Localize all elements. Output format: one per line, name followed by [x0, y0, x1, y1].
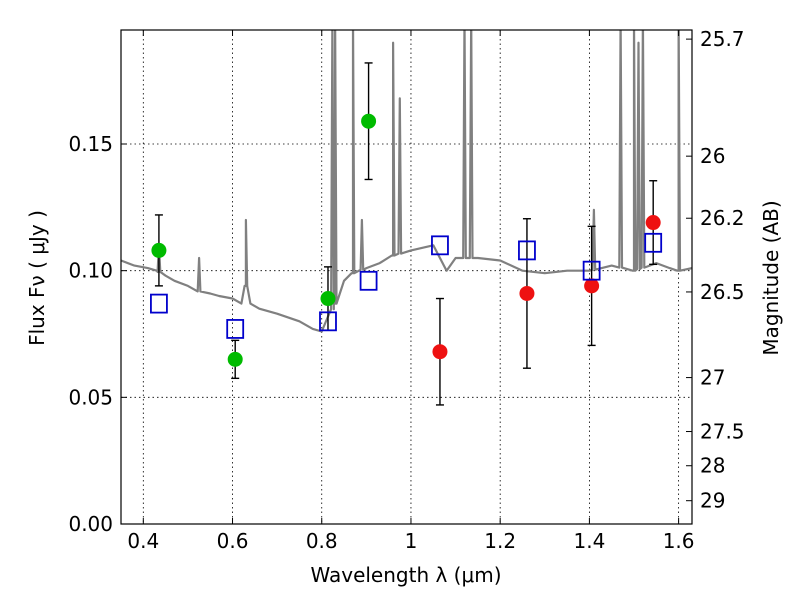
model-point — [644, 232, 663, 253]
error-bars — [154, 62, 658, 406]
right-tick-label: 29 — [700, 489, 725, 513]
data-point — [432, 344, 448, 360]
y-tick-label: 0.10 — [68, 259, 113, 283]
data-point — [519, 285, 535, 301]
x-tick-label: 1.4 — [573, 529, 605, 553]
right-tick-label: 27.5 — [700, 420, 745, 444]
model-point — [518, 240, 536, 261]
model-point — [431, 235, 449, 256]
model-point — [359, 270, 378, 291]
x-tick-label: 1.2 — [484, 529, 516, 553]
x-tick-label: 0.6 — [217, 529, 249, 553]
data-point — [645, 215, 661, 231]
axis-ticks: 0.4 0.6 0.8 1 1.2 1.4 1.6 0.00 0.05 0.10 0.15 25.7 2… — [68, 27, 744, 553]
data-point — [227, 351, 243, 367]
model-spectrum — [121, 30, 692, 333]
y-tick-label: 0.00 — [68, 512, 113, 536]
y-tick-label: 0.05 — [68, 385, 113, 409]
spectrum-line — [121, 30, 692, 333]
data-point — [151, 242, 167, 258]
x-tick-label: 1.6 — [663, 529, 695, 553]
grid — [121, 30, 692, 525]
y-axis-title: Flux Fν ( μJy ) — [25, 210, 49, 346]
plot-frame — [120, 29, 693, 525]
model-point — [582, 260, 601, 281]
model-point — [319, 311, 337, 332]
right-tick-label: 27 — [700, 366, 725, 390]
right-tick-label: 25.7 — [700, 27, 745, 51]
y-tick-label: 0.15 — [68, 132, 113, 156]
data-point — [320, 291, 336, 307]
data-point — [584, 278, 600, 294]
model-point — [150, 293, 168, 314]
x-tick-label: 1 — [405, 529, 418, 553]
x-tick-label: 0.8 — [306, 529, 338, 553]
right-axis-title: Magnitude (AB) — [759, 200, 783, 355]
data-point — [361, 113, 377, 129]
data-markers — [150, 113, 663, 367]
right-tick-label: 26.5 — [700, 280, 745, 304]
model-point — [226, 319, 245, 339]
x-axis-title: Wavelength λ (μm) — [310, 563, 501, 587]
right-tick-label: 26.2 — [700, 206, 745, 230]
x-tick-label: 0.4 — [127, 529, 159, 553]
right-tick-label: 28 — [700, 454, 725, 478]
right-tick-label: 26 — [700, 144, 725, 168]
